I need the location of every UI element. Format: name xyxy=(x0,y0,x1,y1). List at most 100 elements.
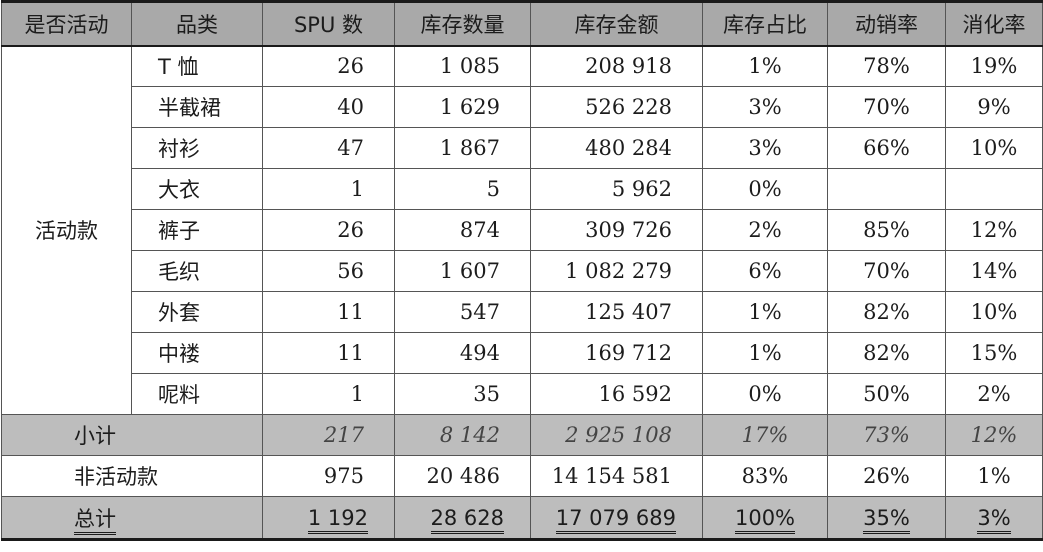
qty-cell: 1 867 xyxy=(394,127,531,169)
total-share: 100% xyxy=(734,505,796,534)
spu-cell: 40 xyxy=(262,86,395,128)
total-digest: 3% xyxy=(977,505,1011,534)
qty-cell: 5 xyxy=(394,168,531,210)
sell-cell: 82% xyxy=(827,291,946,333)
total-spu: 1 192 xyxy=(307,505,368,534)
category-cell: 外套 xyxy=(131,291,263,333)
table-row: 活动款 T 恤 26 1 085 208 918 1% 78% 19% xyxy=(1,45,1043,415)
amount-cell: 125 407 xyxy=(530,291,703,333)
total-label-cell: 总计 xyxy=(1,496,263,541)
digest-cell: 10% xyxy=(945,291,1043,333)
table-row: 中褛 11 494 169 712 1% 82% 15% xyxy=(2,332,1043,374)
header-row: 是否活动 品类 SPU 数 库存数量 库存金额 库存占比 动销率 消化率 xyxy=(1,0,1043,47)
sell-cell: 78% xyxy=(827,45,946,87)
qty-cell: 1 607 xyxy=(394,250,531,292)
digest-cell: 15% xyxy=(945,332,1043,374)
total-spu-cell: 1 192 xyxy=(262,496,395,541)
spu-cell: 11 xyxy=(262,332,395,374)
spu-cell: 26 xyxy=(262,209,395,251)
spu-cell: 47 xyxy=(262,127,395,169)
digest-cell: 14% xyxy=(945,250,1043,292)
spu-cell: 1 xyxy=(262,168,395,210)
sell-cell: 70% xyxy=(827,86,946,128)
total-qty: 28 628 xyxy=(430,505,504,534)
sell-cell: 70% xyxy=(827,250,946,292)
share-cell: 2% xyxy=(702,209,828,251)
total-share-cell: 100% xyxy=(702,496,828,541)
header-stock-share: 库存占比 xyxy=(702,0,828,47)
amount-cell: 169 712 xyxy=(530,332,703,374)
group-label-active: 活动款 xyxy=(1,45,132,415)
category-cell: 半截裙 xyxy=(131,86,263,128)
amount-cell: 16 592 xyxy=(530,373,703,415)
digest-cell: 12% xyxy=(945,209,1043,251)
sell-cell: 50% xyxy=(827,373,946,415)
share-cell: 6% xyxy=(702,250,828,292)
share-cell: 3% xyxy=(702,86,828,128)
category-cell: 呢料 xyxy=(131,373,263,415)
nonactive-spu: 975 xyxy=(262,455,395,497)
nonactive-qty: 20 486 xyxy=(394,455,531,497)
total-label: 总计 xyxy=(74,506,116,535)
qty-cell: 494 xyxy=(394,332,531,374)
subtotal-label: 小计 xyxy=(1,414,263,456)
sell-cell: 82% xyxy=(827,332,946,374)
nonactive-share: 83% xyxy=(702,455,828,497)
spu-cell: 26 xyxy=(262,45,395,87)
category-cell: 毛织 xyxy=(131,250,263,292)
category-cell: 裤子 xyxy=(131,209,263,251)
table-row: 大衣 1 5 5 962 0% xyxy=(2,168,1043,210)
amount-cell: 309 726 xyxy=(530,209,703,251)
total-amount: 17 079 689 xyxy=(555,505,676,534)
subtotal-share: 17% xyxy=(702,414,828,456)
nonactive-label: 非活动款 xyxy=(1,455,263,497)
table-row: 外套 11 547 125 407 1% 82% 10% xyxy=(2,291,1043,333)
subtotal-digest: 12% xyxy=(945,414,1043,456)
category-cell: 中褛 xyxy=(131,332,263,374)
header-is-active: 是否活动 xyxy=(1,0,132,47)
category-cell: T 恤 xyxy=(131,45,263,87)
amount-cell: 5 962 xyxy=(530,168,703,210)
amount-cell: 480 284 xyxy=(530,127,703,169)
amount-cell: 1 082 279 xyxy=(530,250,703,292)
digest-cell: 10% xyxy=(945,127,1043,169)
subtotal-qty: 8 142 xyxy=(394,414,531,456)
subtotal-spu: 217 xyxy=(262,414,395,456)
share-cell: 0% xyxy=(702,373,828,415)
inventory-table: 是否活动 品类 SPU 数 库存数量 库存金额 库存占比 动销率 消化率 活动款… xyxy=(1,0,1043,541)
header-stock-amount: 库存金额 xyxy=(530,0,703,47)
header-spu-count: SPU 数 xyxy=(262,0,395,47)
share-cell: 1% xyxy=(702,45,828,87)
subtotal-row: 小计 217 8 142 2 925 108 17% 73% 12% xyxy=(1,414,1043,456)
spu-cell: 11 xyxy=(262,291,395,333)
nonactive-amount: 14 154 581 xyxy=(530,455,703,497)
category-cell: 大衣 xyxy=(131,168,263,210)
share-cell: 1% xyxy=(702,332,828,374)
digest-cell: 19% xyxy=(945,45,1043,87)
header-category: 品类 xyxy=(131,0,263,47)
nonactive-sell: 26% xyxy=(827,455,946,497)
table-row: 呢料 1 35 16 592 0% 50% 2% xyxy=(2,373,1043,415)
share-cell: 1% xyxy=(702,291,828,333)
total-row: 总计 1 192 28 628 17 079 689 100% 35% 3% xyxy=(1,496,1043,541)
sell-cell xyxy=(827,168,946,210)
qty-cell: 1 629 xyxy=(394,86,531,128)
amount-cell: 208 918 xyxy=(530,45,703,87)
sell-cell: 66% xyxy=(827,127,946,169)
header-stock-qty: 库存数量 xyxy=(394,0,531,47)
qty-cell: 874 xyxy=(394,209,531,251)
total-sell-cell: 35% xyxy=(827,496,946,541)
table-row: 半截裙 40 1 629 526 228 3% 70% 9% xyxy=(2,86,1043,128)
nonactive-digest: 1% xyxy=(945,455,1043,497)
table-row: 毛织 56 1 607 1 082 279 6% 70% 14% xyxy=(2,250,1043,292)
total-amount-cell: 17 079 689 xyxy=(530,496,703,541)
total-sell: 35% xyxy=(863,505,910,534)
table-row: 裤子 26 874 309 726 2% 85% 12% xyxy=(2,209,1043,251)
header-sell-through: 动销率 xyxy=(827,0,946,47)
total-qty-cell: 28 628 xyxy=(394,496,531,541)
spu-cell: 1 xyxy=(262,373,395,415)
subtotal-amount: 2 925 108 xyxy=(530,414,703,456)
subtotal-sell: 73% xyxy=(827,414,946,456)
nonactive-row: 非活动款 975 20 486 14 154 581 83% 26% 1% xyxy=(1,455,1043,497)
